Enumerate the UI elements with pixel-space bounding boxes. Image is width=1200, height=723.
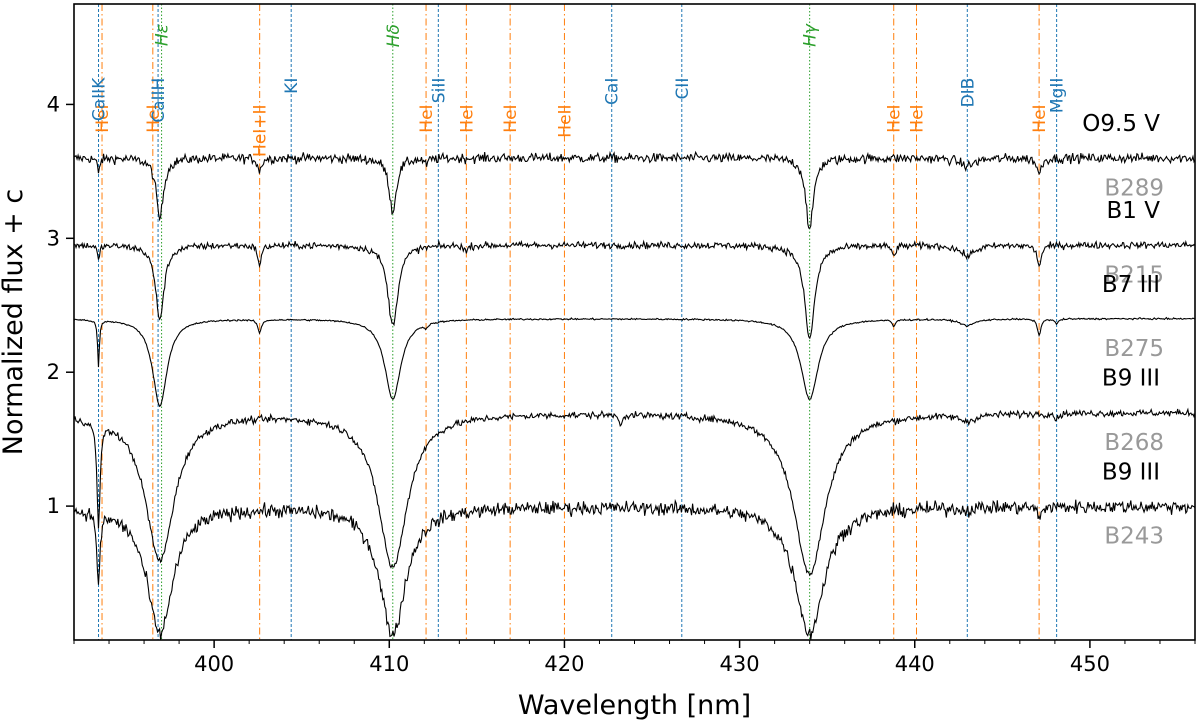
star-id-label-3: B268 <box>1104 430 1164 456</box>
x-tick-label-3: 430 <box>720 652 760 676</box>
line-marker-label-13: CaI <box>603 78 623 105</box>
x-tick-label-2: 420 <box>544 652 584 676</box>
spectral-type-label-0: O9.5 V <box>1082 111 1160 137</box>
spectral-type-label-4: B9 III <box>1102 459 1160 485</box>
line-marker-label-17: HeI <box>908 104 928 132</box>
line-marker-label-14: CII <box>673 78 693 100</box>
y-tick-label-2: 3 <box>47 226 60 250</box>
star-id-label-2: B275 <box>1104 336 1164 362</box>
line-marker-label-19: HeI <box>1030 104 1050 132</box>
x-axis-label: Wavelength [nm] <box>518 690 751 721</box>
spectral-type-label-3: B9 III <box>1102 366 1160 392</box>
line-markers <box>98 4 1058 640</box>
spectrum-1 <box>73 239 1196 340</box>
star-id-label-1: B215 <box>1104 263 1164 289</box>
line-marker-label-2: HeI <box>144 104 164 132</box>
x-tick-label-4: 440 <box>895 652 935 676</box>
spectral-type-label-2: B7 III <box>1102 272 1160 298</box>
x-tick-label-5: 450 <box>1070 652 1110 676</box>
y-tick-label-1: 2 <box>47 360 60 384</box>
y-axis: 1 2 3 4 <box>47 92 74 518</box>
x-axis: 400 410 420 430 440 450 <box>73 640 1196 676</box>
spectral-type-label-1: B1 V <box>1107 198 1161 224</box>
spectrum-3 <box>73 407 1196 577</box>
line-marker-label-3: CaIIH <box>149 78 169 123</box>
line-marker-label-7: Hδ <box>384 24 404 47</box>
line-marker-label-8: HeI <box>417 104 437 132</box>
line-marker-label-10: HeI <box>457 104 477 132</box>
spectrum-4 <box>73 498 1196 640</box>
spectra-series <box>73 150 1196 640</box>
line-marker-label-4: Hε <box>153 24 173 46</box>
y-tick-label-0: 1 <box>47 494 60 518</box>
spectrum-2 <box>73 316 1196 408</box>
plot-frame <box>73 3 1196 641</box>
line-marker-label-6: KI <box>282 78 302 94</box>
star-id-label-4: B243 <box>1104 524 1164 550</box>
line-marker-label-1: CaIIK <box>90 77 110 121</box>
spectrum-0 <box>73 150 1196 229</box>
x-tick-label-0: 400 <box>194 652 234 676</box>
line-marker-label-12: HeII <box>555 104 575 137</box>
line-marker-label-11: HeI <box>501 104 521 132</box>
line-marker-label-18: DIB <box>958 78 978 108</box>
line-marker-label-20: MgII <box>1048 78 1068 114</box>
y-axis-label: Normalized flux + c <box>0 189 29 455</box>
star-id-label-0: B289 <box>1104 175 1164 201</box>
line-marker-label-9: SiII <box>429 78 449 104</box>
line-marker-label-16: HeI <box>885 104 905 132</box>
line-marker-label-5: HeI+II <box>251 104 271 157</box>
y-tick-label-3: 4 <box>47 92 60 116</box>
x-tick-label-1: 410 <box>369 652 409 676</box>
line-marker-label-15: Hγ <box>801 23 821 47</box>
line-marker-label-0: HeI <box>93 104 113 132</box>
